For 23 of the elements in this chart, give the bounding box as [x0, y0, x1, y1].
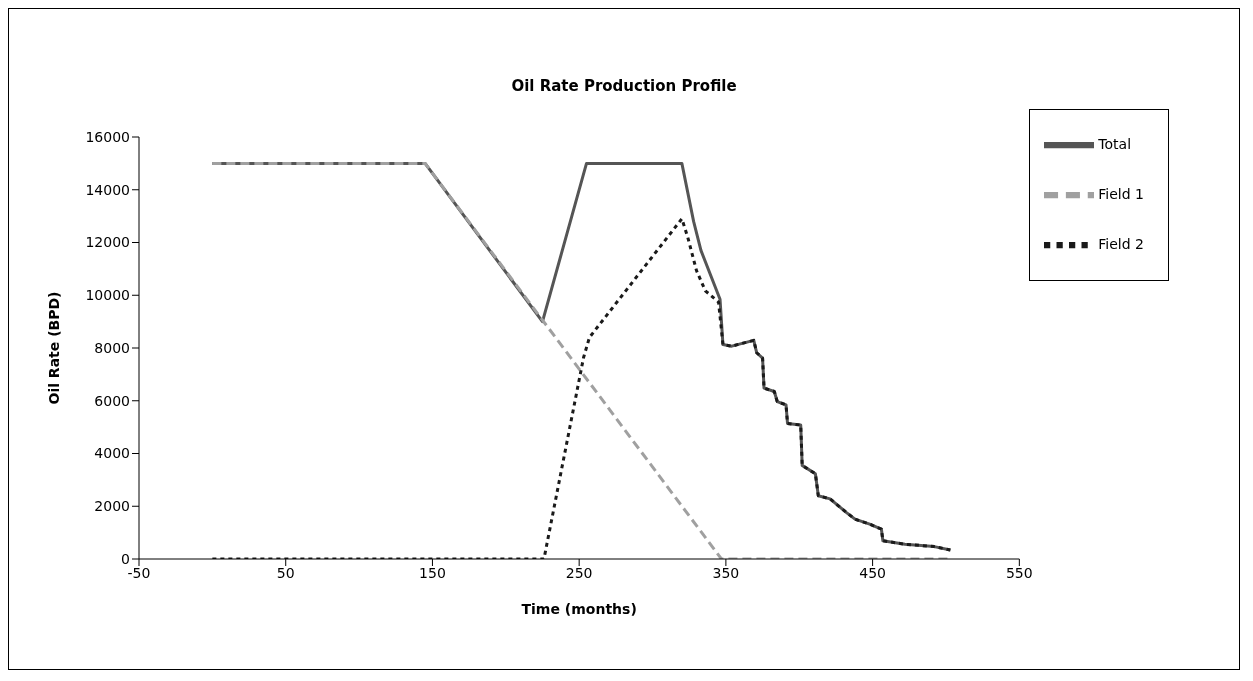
- y-tick-label: 8000: [94, 339, 130, 356]
- y-axis-title: Oil Rate (BPD): [45, 291, 62, 405]
- x-tick-label: 550: [1005, 564, 1033, 581]
- x-tick-label: 250: [565, 564, 593, 581]
- x-tick-label: -50: [127, 564, 151, 581]
- x-axis-title: Time (months): [521, 601, 637, 617]
- chart-frame: Oil Rate Production Profile Total Field 1 Field 2 -50 50 150 250 350 450 550 Time (months) 0 2000 4000 6000 8000 10000 12000 14000 16000 Oil Rate (BPD): [8, 8, 1240, 670]
- x-tick-label: 450: [859, 564, 886, 581]
- y-tick-label: 4000: [94, 445, 130, 462]
- chart-title: Oil Rate Production Profile: [510, 77, 738, 95]
- x-tick-label: 150: [419, 564, 446, 581]
- y-tick-label: 6000: [94, 392, 130, 409]
- y-tick-label: 0: [121, 550, 130, 567]
- legend-label: Field 1: [1098, 186, 1144, 202]
- x-tick-label: 50: [276, 564, 295, 581]
- y-tick-label: 12000: [85, 234, 130, 251]
- y-tick-label: 16000: [85, 128, 130, 145]
- y-tick-label: 2000: [94, 498, 130, 515]
- legend-label: Total: [1098, 136, 1132, 152]
- legend-label: Field 2: [1098, 236, 1144, 252]
- y-tick-label: 10000: [85, 287, 130, 304]
- x-tick-label: 350: [712, 564, 740, 581]
- y-tick-label: 14000: [85, 181, 130, 198]
